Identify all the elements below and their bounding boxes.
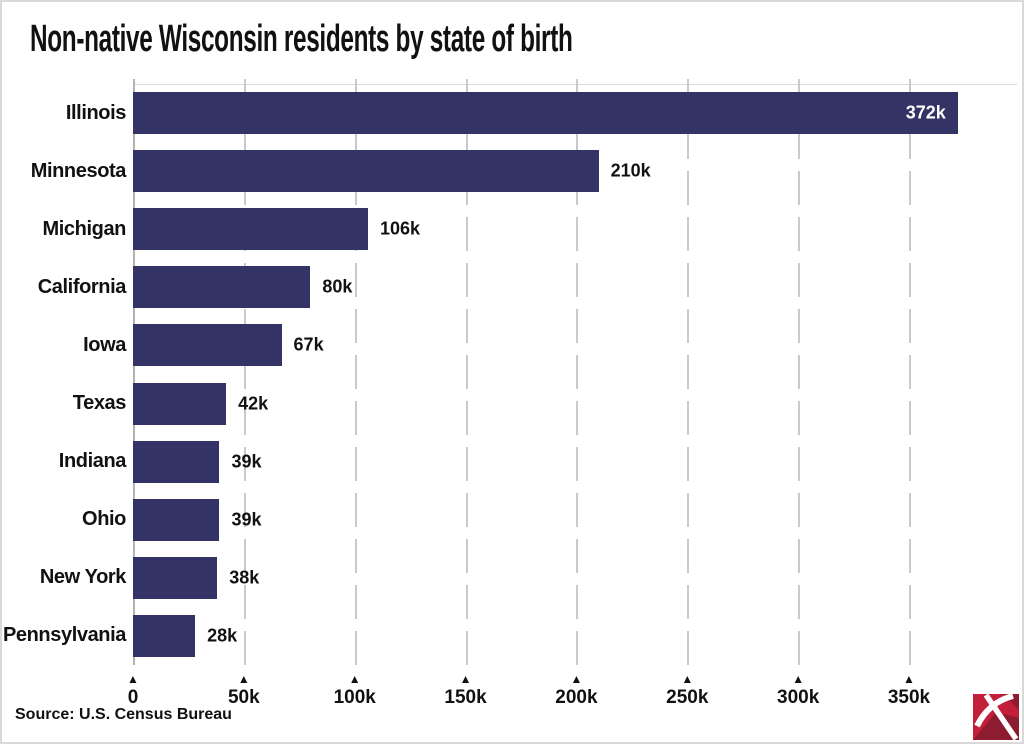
- tick-label-300k: 300k: [777, 687, 820, 708]
- category-label-texas: Texas: [72, 392, 127, 415]
- gridline-200k: [576, 79, 579, 665]
- tick-label-50k: 50k: [227, 687, 260, 708]
- tick-marker-icon: ▲: [903, 672, 915, 686]
- category-row-california: California: [2, 258, 127, 316]
- value-label-new-york: 38k: [229, 567, 260, 588]
- category-row-illinois: Illinois: [2, 84, 127, 142]
- x-tick-300k: ▲ 300k: [777, 665, 819, 709]
- bar-illinois: [133, 92, 958, 135]
- bar-row-indiana: 39k: [133, 433, 1017, 491]
- bar-row-texas: 42k: [133, 374, 1017, 432]
- category-label-iowa: Iowa: [83, 333, 126, 356]
- category-row-minnesota: Minnesota: [2, 142, 127, 200]
- tick-marker-icon: ▲: [792, 672, 805, 686]
- bar-iowa: [133, 324, 282, 367]
- category-row-iowa: Iowa: [2, 316, 126, 374]
- tick-marker-icon: ▲: [348, 672, 361, 686]
- category-label-michigan: Michigan: [42, 217, 127, 240]
- bar-row-minnesota: 210k: [133, 142, 1017, 200]
- value-label-minnesota: 210k: [610, 160, 651, 181]
- tick-label-350k: 350k: [887, 687, 931, 708]
- x-tick-0: ▲ 0: [127, 665, 139, 709]
- bar-california: [133, 266, 311, 309]
- bar-row-iowa: 67k: [133, 316, 1017, 374]
- category-row-new-york: New York: [2, 549, 127, 607]
- category-row-michigan: Michigan: [2, 200, 127, 258]
- x-tick-250k: ▲ 250k: [666, 665, 708, 709]
- tick-marker-icon: ▲: [459, 672, 472, 686]
- y-axis-line: [133, 79, 135, 665]
- bar-row-ohio: 39k: [133, 491, 1017, 549]
- bar-texas: [133, 382, 227, 425]
- bar-pennsylvania: [133, 614, 196, 657]
- value-label-ohio: 39k: [231, 509, 262, 530]
- x-tick-50k: ▲ 50k: [228, 665, 260, 709]
- value-label-california: 80k: [322, 276, 353, 297]
- gridline-250k: [687, 79, 690, 665]
- value-label-michigan: 106k: [380, 218, 421, 239]
- pickaxe-logo-icon: [973, 694, 1019, 740]
- category-label-illinois: Illinois: [65, 101, 127, 124]
- x-tick-350k: ▲ 350k: [888, 665, 930, 709]
- x-tick-100k: ▲ 100k: [334, 665, 376, 709]
- tick-marker-icon: ▲: [681, 672, 694, 686]
- value-label-illinois: 372k: [905, 102, 946, 123]
- tick-marker-icon: ▲: [570, 672, 583, 686]
- bar-row-pennsylvania: 28k: [133, 607, 1017, 665]
- category-row-pennsylvania: Pennsylvania: [2, 607, 126, 665]
- value-label-indiana: 39k: [231, 451, 262, 472]
- bar-minnesota: [133, 150, 599, 193]
- source-note: Source: U.S. Census Bureau: [15, 706, 232, 723]
- category-label-indiana: Indiana: [58, 450, 127, 473]
- category-row-ohio: Ohio: [2, 491, 126, 549]
- bar-row-michigan: 106k: [133, 200, 1017, 258]
- category-row-indiana: Indiana: [2, 433, 127, 491]
- gridline-100k: [354, 79, 357, 665]
- category-axis: Illinois Minnesota Michigan California Iowa T…: [2, 84, 126, 665]
- gridline-350k: [909, 79, 911, 665]
- category-label-california: California: [37, 275, 127, 298]
- value-label-iowa: 67k: [293, 334, 324, 355]
- plot-area: 372k 210k 106k 80k 67k 42k 39k 39k 38k 28k: [133, 79, 1017, 665]
- category-label-new-york: New York: [39, 566, 127, 589]
- bar-row-illinois: 372k: [133, 84, 1017, 142]
- value-label-texas: 42k: [238, 393, 269, 414]
- tick-label-250k: 250k: [666, 687, 709, 708]
- x-axis: ▲ 0 ▲ 50k ▲ 100k ▲ 150k ▲ 200k ▲ 250k ▲ 300k ▲ 350k: [127, 665, 1017, 713]
- gridline-150k: [465, 79, 468, 665]
- category-label-ohio: Ohio: [82, 508, 126, 531]
- tick-label-100k: 100k: [333, 687, 376, 708]
- bars-container: 372k 210k 106k 80k 67k 42k 39k 39k 38k 28k: [133, 84, 1017, 665]
- bar-row-california: 80k: [133, 258, 1017, 316]
- tick-label-200k: 200k: [555, 687, 598, 708]
- tick-label-0: 0: [127, 687, 139, 708]
- tick-label-150k: 150k: [444, 687, 487, 708]
- category-row-texas: Texas: [2, 374, 127, 432]
- plot-top-border: [133, 84, 1017, 85]
- gridline-50k: [243, 79, 246, 665]
- category-label-minnesota: Minnesota: [30, 159, 127, 182]
- gridline-300k: [798, 79, 801, 665]
- bar-new-york: [133, 556, 218, 599]
- bar-ohio: [133, 498, 220, 541]
- category-label-pennsylvania: Pennsylvania: [2, 624, 126, 647]
- x-tick-150k: ▲ 150k: [444, 665, 486, 709]
- tick-marker-icon: ▲: [127, 672, 139, 686]
- chart-title: Non-native Wisconsin residents by state …: [30, 18, 573, 60]
- value-label-pennsylvania: 28k: [207, 625, 238, 646]
- bar-indiana: [133, 440, 220, 483]
- tick-marker-icon: ▲: [237, 672, 250, 686]
- bar-michigan: [133, 208, 369, 251]
- x-tick-200k: ▲ 200k: [555, 665, 597, 709]
- bar-row-new-york: 38k: [133, 549, 1017, 607]
